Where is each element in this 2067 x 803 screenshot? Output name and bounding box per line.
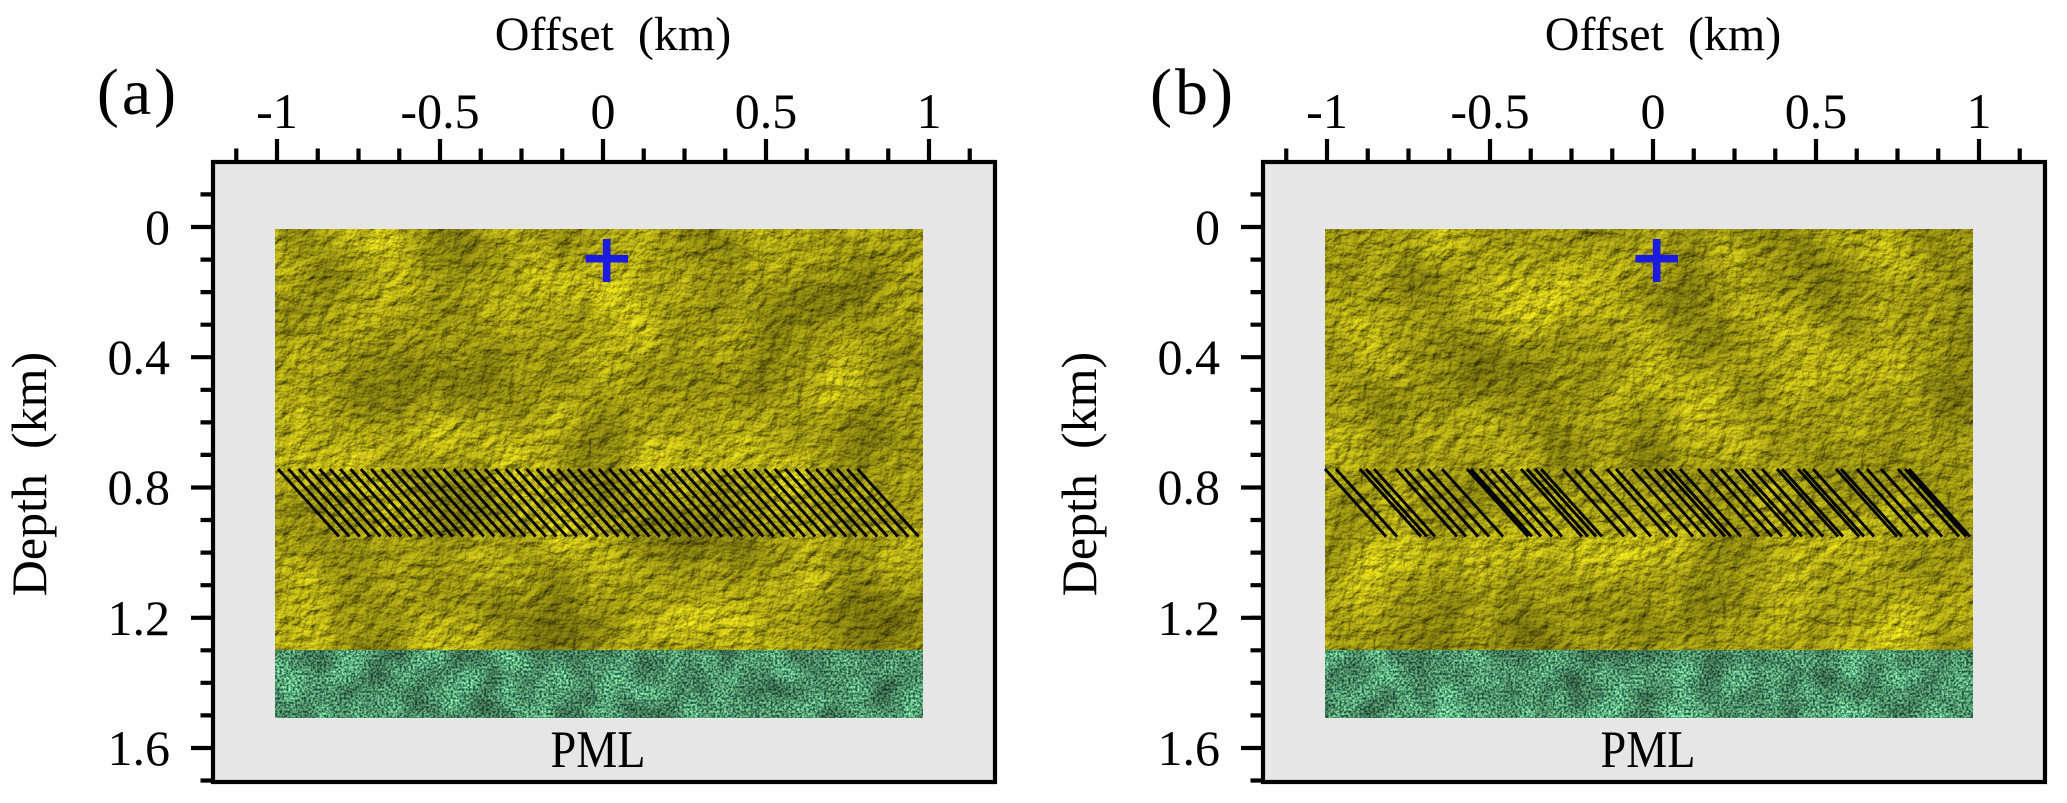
svg-text:0.8: 0.8: [1158, 459, 1221, 515]
svg-text:0: 0: [1641, 83, 1666, 139]
svg-text:1.6: 1.6: [1158, 720, 1221, 776]
svg-text:PML: PML: [1601, 721, 1696, 779]
svg-text:1.6: 1.6: [108, 720, 171, 776]
svg-text:(b): (b): [1150, 56, 1236, 129]
svg-text:1.2: 1.2: [1158, 590, 1221, 646]
svg-text:Offset (km): Offset (km): [495, 8, 731, 61]
svg-text:0: 0: [1195, 199, 1220, 255]
svg-text:PML: PML: [551, 721, 646, 779]
svg-text:Depth (km): Depth (km): [1, 352, 57, 596]
svg-text:-0.5: -0.5: [400, 83, 479, 139]
svg-text:1.2: 1.2: [108, 590, 171, 646]
svg-text:(a): (a): [97, 56, 179, 129]
svg-text:-1: -1: [1306, 83, 1348, 139]
svg-text:0.5: 0.5: [735, 83, 798, 139]
svg-text:1: 1: [1967, 83, 1992, 139]
svg-text:Depth (km): Depth (km): [1051, 352, 1107, 596]
svg-text:1: 1: [917, 83, 942, 139]
svg-text:Offset (km): Offset (km): [1545, 8, 1781, 61]
svg-text:0: 0: [591, 83, 616, 139]
svg-text:0.4: 0.4: [1158, 329, 1221, 385]
svg-text:0.4: 0.4: [108, 329, 171, 385]
svg-text:-1: -1: [256, 83, 298, 139]
svg-text:0: 0: [145, 199, 170, 255]
svg-text:0.8: 0.8: [108, 459, 171, 515]
svg-text:-0.5: -0.5: [1450, 83, 1529, 139]
svg-text:0.5: 0.5: [1785, 83, 1848, 139]
